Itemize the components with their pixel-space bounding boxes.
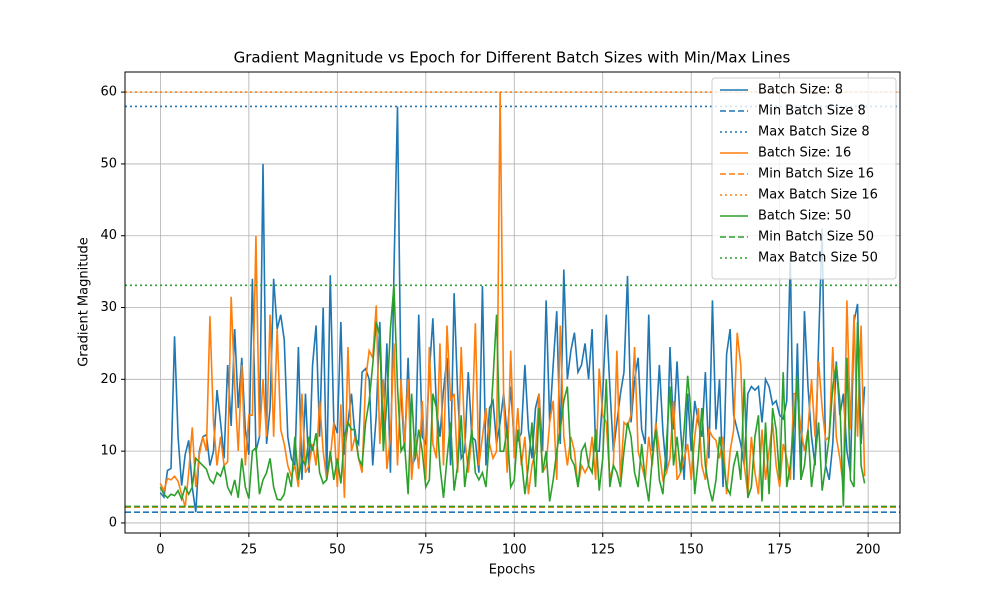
legend-label: Max Batch Size 16 — [758, 188, 878, 203]
y-tick-label: 0 — [109, 515, 117, 530]
y-tick-label: 30 — [100, 300, 117, 315]
y-tick-label: 20 — [100, 372, 117, 387]
y-tick-label: 10 — [100, 444, 117, 459]
legend-box — [711, 77, 897, 280]
series-line — [159, 285, 866, 507]
legend-label: Max Batch Size 50 — [758, 251, 878, 266]
legend-label: Batch Size: 8 — [758, 83, 843, 98]
x-axis-label: Epochs — [489, 563, 536, 578]
x-tick-label: 125 — [590, 543, 615, 558]
legend-label: Max Batch Size 8 — [758, 125, 870, 140]
legend-label: Min Batch Size 50 — [758, 230, 874, 245]
x-tick-label: 100 — [502, 543, 527, 558]
x-tick-label: 150 — [679, 543, 704, 558]
legend-label: Min Batch Size 8 — [758, 104, 866, 119]
legend-label: Min Batch Size 16 — [758, 167, 874, 182]
y-tick-label: 50 — [100, 156, 117, 171]
y-tick-label: 60 — [100, 85, 117, 100]
x-tick-label: 200 — [856, 543, 881, 558]
x-tick-label: 75 — [418, 543, 435, 558]
legend-label: Batch Size: 50 — [758, 209, 851, 224]
legend-label: Batch Size: 16 — [758, 146, 851, 161]
x-tick-label: 25 — [241, 543, 258, 558]
y-tick-label: 40 — [100, 228, 117, 243]
x-tick-label: 50 — [329, 543, 346, 558]
y-axis-label: Gradient Magnitude — [77, 237, 92, 367]
x-tick-label: 175 — [767, 543, 792, 558]
plot-frame — [124, 71, 901, 534]
x-tick-label: 0 — [156, 543, 164, 558]
chart-title: Gradient Magnitude vs Epoch for Differen… — [234, 49, 791, 67]
